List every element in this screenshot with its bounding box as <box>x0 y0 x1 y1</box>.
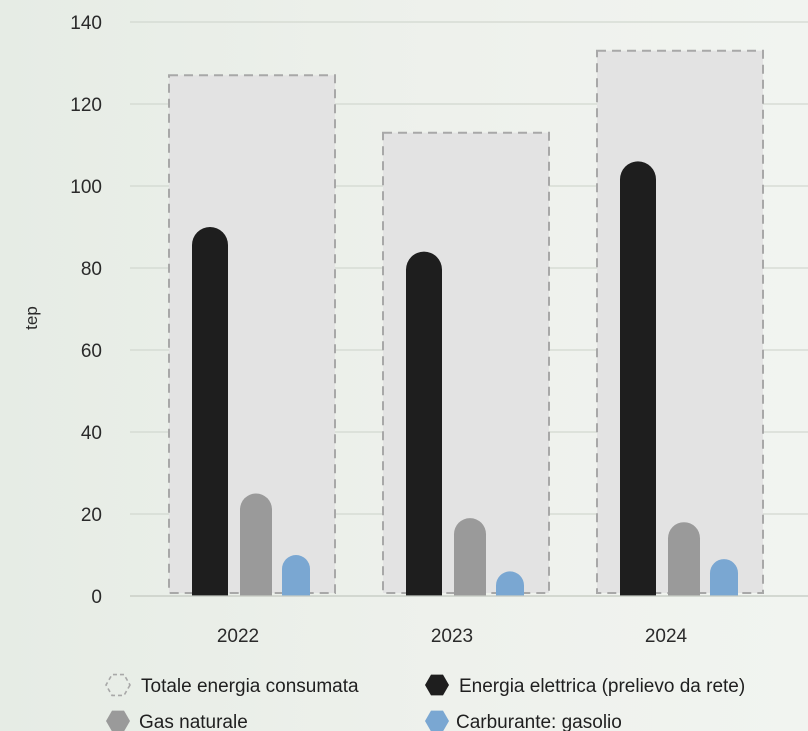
legend-label-gas-naturale: Gas naturale <box>139 712 248 731</box>
bar-energia-elettrica-prelievo-da-rete--2023 <box>406 251 442 596</box>
x-tick-label: 2023 <box>431 626 473 647</box>
legend-marker-gas-naturale <box>106 710 130 731</box>
legend-marker-energia-elettrica-prelievo-da-rete <box>425 674 449 696</box>
y-tick-label: 0 <box>91 587 102 608</box>
legend: Totale energia consumata Energia elettric… <box>105 673 745 731</box>
legend-label-energia-elettrica-prelievo-da-rete: Energia elettrica (prelievo da rete) <box>459 676 745 697</box>
legend-marker-totale-energia-consumata <box>105 673 131 697</box>
bar-energia-elettrica-prelievo-da-rete--2024 <box>620 161 656 596</box>
legend-label-carburante-gasolio: Carburante: gasolio <box>456 712 622 731</box>
x-tick-label: 2022 <box>217 626 259 647</box>
axes: 0 20 40 60 80 100 120 140 tep 2022 2023 2024 <box>22 13 808 647</box>
bar-energia-elettrica-prelievo-da-rete--2022 <box>192 227 228 596</box>
bar-carburante-gasolio-2022 <box>282 555 310 596</box>
legend-label-totale-energia-consumata: Totale energia consumata <box>141 676 359 697</box>
y-tick-label: 100 <box>70 177 102 198</box>
y-tick-label: 120 <box>70 95 102 116</box>
bar-gas-naturale-2023 <box>454 518 486 596</box>
y-tick-label: 60 <box>81 341 102 362</box>
bar-carburante-gasolio-2023 <box>496 571 524 596</box>
y-tick-label: 20 <box>81 505 102 526</box>
bar-gas-naturale-2022 <box>240 493 272 596</box>
legend-marker-carburante-gasolio <box>425 710 449 731</box>
y-tick-label: 140 <box>70 13 102 34</box>
y-tick-label: 40 <box>81 423 102 444</box>
x-tick-label: 2024 <box>645 626 688 647</box>
y-tick-label: 80 <box>81 259 102 280</box>
energy-bars <box>192 161 738 596</box>
y-axis-title: tep <box>22 306 41 330</box>
bar-gas-naturale-2024 <box>668 522 700 596</box>
bar-carburante-gasolio-2024 <box>710 559 738 596</box>
